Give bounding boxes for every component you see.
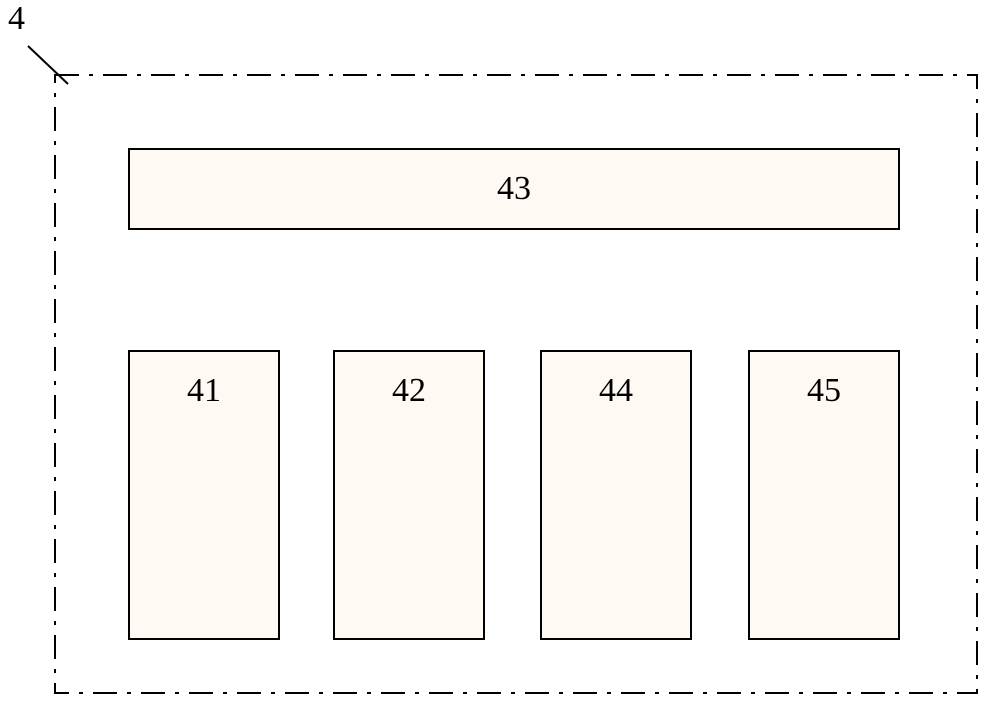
block-43-label: 43 xyxy=(497,170,531,208)
block-45: 45 xyxy=(748,350,900,640)
block-44: 44 xyxy=(540,350,692,640)
block-45-label: 45 xyxy=(807,372,841,410)
block-42-label: 42 xyxy=(392,372,426,410)
block-42: 42 xyxy=(333,350,485,640)
block-43: 43 xyxy=(128,148,900,230)
diagram-canvas: 4 43 41 42 44 45 xyxy=(0,0,1000,709)
block-44-label: 44 xyxy=(599,372,633,410)
block-41: 41 xyxy=(128,350,280,640)
block-41-label: 41 xyxy=(187,372,221,410)
